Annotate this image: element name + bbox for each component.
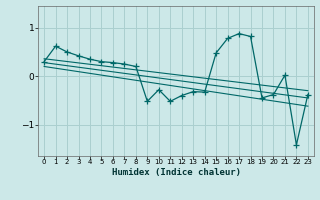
X-axis label: Humidex (Indice chaleur): Humidex (Indice chaleur) xyxy=(111,168,241,177)
